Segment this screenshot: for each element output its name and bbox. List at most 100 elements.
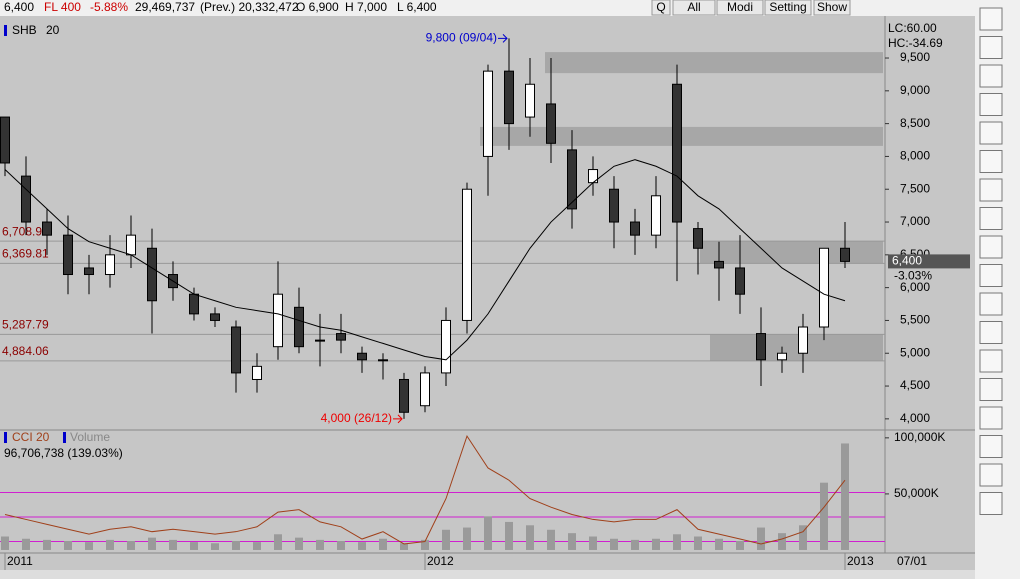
tool-icon[interactable] (979, 492, 1003, 515)
candle-body (21, 175, 31, 223)
tool-icon[interactable] (979, 378, 1003, 401)
price: 6,400 (4, 0, 34, 14)
toolbar-button[interactable] (716, 0, 764, 16)
tool-icon[interactable] (979, 93, 1003, 116)
zone (700, 241, 883, 264)
toolbar-button-label[interactable]: Show (817, 0, 847, 14)
candle-body (462, 188, 472, 321)
toolbar-button-label[interactable]: Modi (727, 0, 753, 14)
open: O 6,900 (296, 0, 339, 14)
high-note: 9,800 (09/04) (426, 31, 497, 45)
y-tick-label: 9,500 (900, 50, 930, 64)
candle-body (399, 378, 409, 413)
candle-body (231, 326, 241, 374)
volume-bar (526, 525, 534, 550)
candle-body (483, 70, 493, 157)
toolbar-button[interactable] (672, 0, 716, 16)
candle-body (735, 267, 745, 295)
low-note: 4,000 (26/12) (321, 411, 392, 425)
volume-bar (547, 529, 555, 550)
volume-bar (505, 521, 513, 550)
candle-body (714, 260, 724, 269)
low-arrow (393, 414, 403, 424)
tool-icon[interactable] (979, 264, 1003, 287)
level-label: 6,369.81 (2, 247, 49, 261)
candle-body (84, 267, 94, 276)
volume-bar (211, 543, 219, 550)
last-price-box (888, 254, 970, 269)
tool-icon[interactable] (979, 321, 1003, 344)
volume-bar (463, 527, 471, 550)
toolbar-button-label[interactable]: Q (656, 0, 665, 14)
tool-icon[interactable] (979, 121, 1003, 145)
tool-icon[interactable] (979, 150, 1003, 173)
volume-bar (274, 534, 282, 550)
volume-bar (820, 482, 828, 550)
candle-body (63, 234, 73, 276)
candle-body (672, 83, 682, 223)
candle-body (378, 359, 388, 362)
tool-icon[interactable] (979, 235, 1003, 259)
toolbar-button[interactable] (813, 0, 851, 16)
volume-bar (484, 516, 492, 550)
volume-bar (169, 539, 177, 550)
legend-swatch (4, 25, 7, 36)
legend-period: 20 (46, 23, 60, 37)
candle-body (525, 83, 535, 118)
x-tick-label: 2012 (427, 554, 454, 568)
tool-icon[interactable] (979, 178, 1003, 202)
volume-bar (799, 525, 807, 550)
volume-bar (22, 538, 30, 550)
legend-swatch (4, 432, 7, 443)
volume-bar (400, 543, 408, 550)
y-tick-label: 5,500 (900, 313, 930, 327)
legend-swatch (63, 432, 66, 443)
candle-body (819, 247, 829, 328)
volume-bar (358, 542, 366, 550)
y-tick-label: 6,000 (900, 280, 930, 294)
tool-icon[interactable] (979, 64, 1003, 88)
tool-icon[interactable] (979, 207, 1003, 230)
tool-icon[interactable] (979, 406, 1003, 430)
y-tick-label: 7,000 (900, 214, 930, 228)
toolbar-button[interactable] (651, 0, 671, 16)
toolbar-button-label[interactable]: All (687, 0, 700, 14)
volume-bar (64, 541, 72, 550)
x-extra-label: 07/01 (897, 554, 927, 568)
cci-legend: CCI 20 (12, 430, 50, 444)
volume-bar (589, 536, 597, 550)
tool-icon[interactable] (979, 36, 1003, 59)
volume-bar (295, 537, 303, 550)
hc: HC:-34.69 (888, 36, 943, 50)
toolbar-button[interactable] (764, 0, 812, 16)
fl: FL 400 (44, 0, 81, 14)
toolbar-button-label[interactable]: Setting (769, 0, 806, 14)
lower-summary: 96,706,738 (139.03%) (4, 446, 123, 460)
tool-icon[interactable] (979, 349, 1003, 373)
volume-bar (316, 539, 324, 550)
volume-bar (337, 541, 345, 550)
volume-bar (43, 539, 51, 550)
tool-icon[interactable] (979, 435, 1003, 458)
volume-bar (148, 537, 156, 550)
cci-line (4, 434, 846, 545)
volume-bar (652, 538, 660, 550)
tool-icon[interactable] (979, 292, 1003, 316)
candle-body (777, 352, 787, 361)
change: -5.88% (90, 0, 128, 14)
candle-body (252, 365, 262, 380)
high-arrow (498, 33, 508, 43)
candle-body (756, 333, 766, 361)
candle-body (630, 221, 640, 236)
volume-bar (379, 538, 387, 550)
y-tick-label: 8,500 (900, 116, 930, 130)
x-tick-label: 2013 (847, 554, 874, 568)
prev: (Prev.) 20,332,472 (200, 0, 299, 14)
y-tick-label: 5,000 (900, 345, 930, 359)
candle-body (42, 221, 52, 236)
candle-body (336, 333, 346, 341)
last-change: -3.03% (894, 269, 932, 283)
tool-icon[interactable] (979, 7, 1003, 31)
tool-icon[interactable] (979, 463, 1003, 487)
low: L 6,400 (397, 0, 437, 14)
